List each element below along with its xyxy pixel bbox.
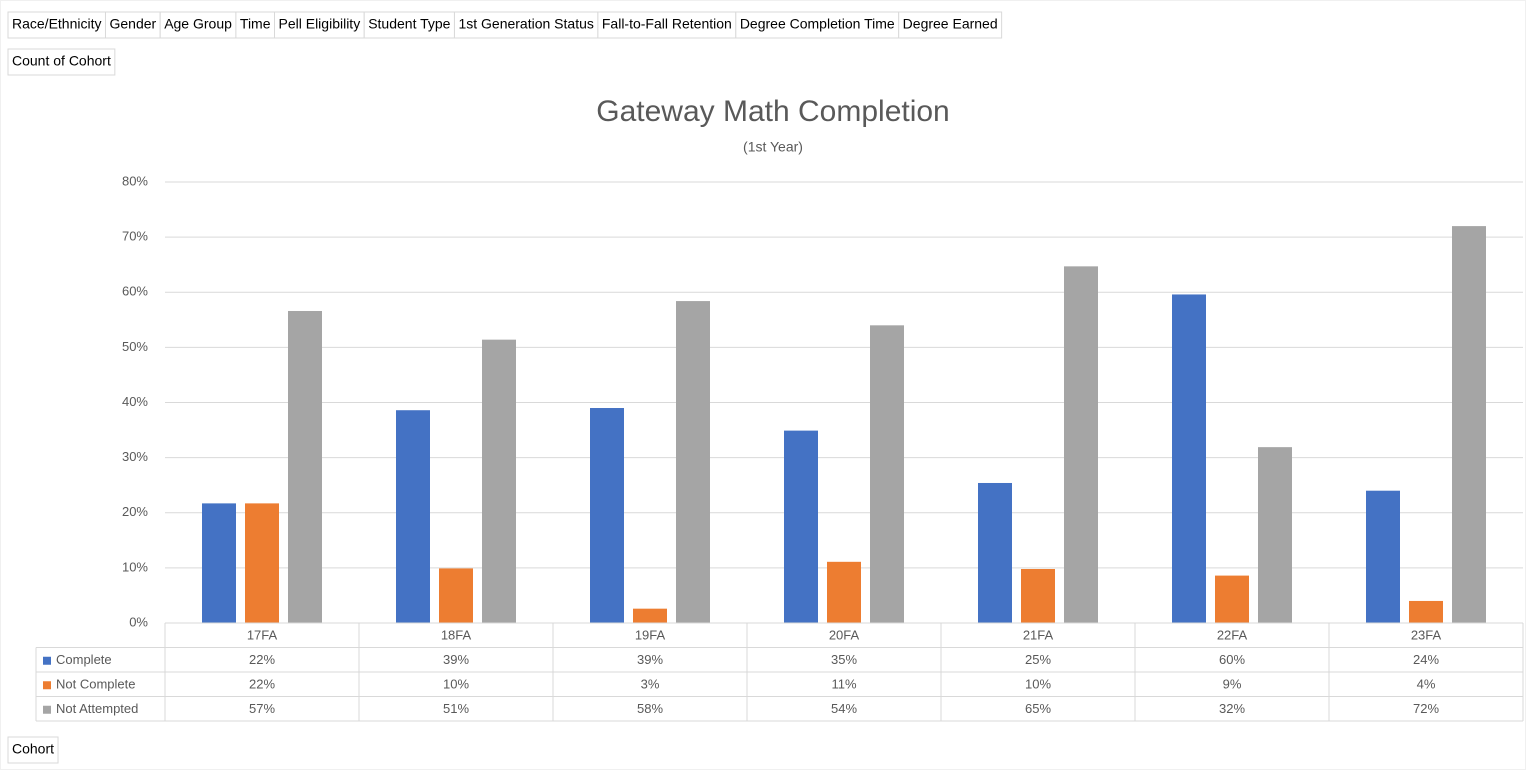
- legend-label: Not Attempted: [56, 701, 138, 716]
- bar: [1366, 490, 1400, 623]
- bar: [676, 301, 710, 623]
- legend-label: Complete: [56, 652, 112, 667]
- bar: [1409, 600, 1443, 623]
- data-label: 4%: [1417, 677, 1436, 692]
- filter-button-label[interactable]: Fall-to-Fall Retention: [602, 16, 732, 32]
- data-label: 22%: [249, 677, 275, 692]
- data-label: 51%: [443, 701, 469, 716]
- data-label: 72%: [1413, 701, 1439, 716]
- data-label: 39%: [637, 652, 663, 667]
- axis-field-button-label[interactable]: Cohort: [12, 741, 54, 757]
- data-label: 57%: [249, 701, 275, 716]
- filter-button[interactable]: [7, 11, 106, 39]
- bar: [1172, 294, 1206, 623]
- filter-button[interactable]: [597, 11, 737, 39]
- y-tick-label: 70%: [122, 229, 148, 244]
- axis-field-button[interactable]: [7, 736, 59, 764]
- value-field-button[interactable]: [7, 48, 116, 76]
- data-label: 32%: [1219, 701, 1245, 716]
- bar: [827, 561, 861, 623]
- filter-button[interactable]: [898, 11, 1003, 39]
- data-label: 54%: [831, 701, 857, 716]
- y-tick-label: 30%: [122, 449, 148, 464]
- chart-title: Gateway Math Completion: [596, 95, 950, 128]
- filter-button-label[interactable]: Age Group: [164, 16, 232, 32]
- data-label: 25%: [1025, 652, 1051, 667]
- filter-button-label[interactable]: Gender: [109, 16, 156, 32]
- y-tick-label: 80%: [122, 173, 148, 188]
- legend-key: [43, 705, 51, 714]
- data-label: 60%: [1219, 652, 1245, 667]
- bar: [482, 339, 516, 623]
- legend-key: [43, 681, 51, 690]
- legend-key: [43, 656, 51, 665]
- filter-button[interactable]: [274, 11, 365, 39]
- data-label: 58%: [637, 701, 663, 716]
- y-tick-label: 60%: [122, 284, 148, 299]
- x-tick-label: 23FA: [1411, 628, 1442, 643]
- chart-subtitle: (1st Year): [743, 139, 803, 155]
- filter-button-label[interactable]: Student Type: [368, 16, 450, 32]
- bar: [1064, 266, 1098, 623]
- data-label: 10%: [443, 677, 469, 692]
- data-label: 9%: [1223, 677, 1242, 692]
- x-tick-label: 19FA: [635, 628, 666, 643]
- value-field-button-label[interactable]: Count of Cohort: [12, 53, 111, 69]
- legend-label: Not Complete: [56, 677, 135, 692]
- bar: [396, 410, 430, 623]
- bar: [439, 568, 473, 623]
- x-tick-label: 20FA: [829, 628, 860, 643]
- y-tick-label: 40%: [122, 394, 148, 409]
- filter-button-label[interactable]: Degree Completion Time: [740, 16, 895, 32]
- filter-button-label[interactable]: Time: [240, 16, 271, 32]
- bar: [1258, 447, 1292, 623]
- bar: [1021, 568, 1055, 623]
- data-label: 35%: [831, 652, 857, 667]
- filter-button[interactable]: [363, 11, 455, 39]
- filter-button-label[interactable]: Pell Eligibility: [279, 16, 361, 32]
- y-tick-label: 0%: [129, 614, 148, 629]
- y-tick-label: 50%: [122, 339, 148, 354]
- data-label: 3%: [641, 677, 660, 692]
- x-tick-label: 17FA: [247, 628, 278, 643]
- filter-button[interactable]: [453, 11, 599, 39]
- y-tick-label: 10%: [122, 559, 148, 574]
- bar: [978, 482, 1012, 623]
- bar: [590, 408, 624, 623]
- filter-button[interactable]: [735, 11, 900, 39]
- filter-button-label[interactable]: Degree Earned: [903, 16, 998, 32]
- bar: [784, 430, 818, 623]
- bar: [288, 310, 322, 623]
- bar: [245, 503, 279, 623]
- bar: [870, 325, 904, 623]
- data-label: 22%: [249, 652, 275, 667]
- data-label: 10%: [1025, 677, 1051, 692]
- data-label: 24%: [1413, 652, 1439, 667]
- data-label: 65%: [1025, 701, 1051, 716]
- data-label: 39%: [443, 652, 469, 667]
- y-tick-label: 20%: [122, 504, 148, 519]
- x-tick-label: 22FA: [1217, 628, 1248, 643]
- filter-button-label[interactable]: Race/Ethnicity: [12, 16, 101, 32]
- bar: [1215, 575, 1249, 623]
- filter-button[interactable]: [159, 11, 237, 39]
- filter-button-label[interactable]: 1st Generation Status: [458, 16, 593, 32]
- bar: [633, 608, 667, 623]
- x-tick-label: 18FA: [441, 628, 472, 643]
- filter-button[interactable]: [104, 11, 161, 39]
- data-label: 11%: [831, 677, 856, 692]
- x-tick-label: 21FA: [1023, 628, 1054, 643]
- bar: [202, 503, 236, 623]
- bar: [1452, 226, 1486, 623]
